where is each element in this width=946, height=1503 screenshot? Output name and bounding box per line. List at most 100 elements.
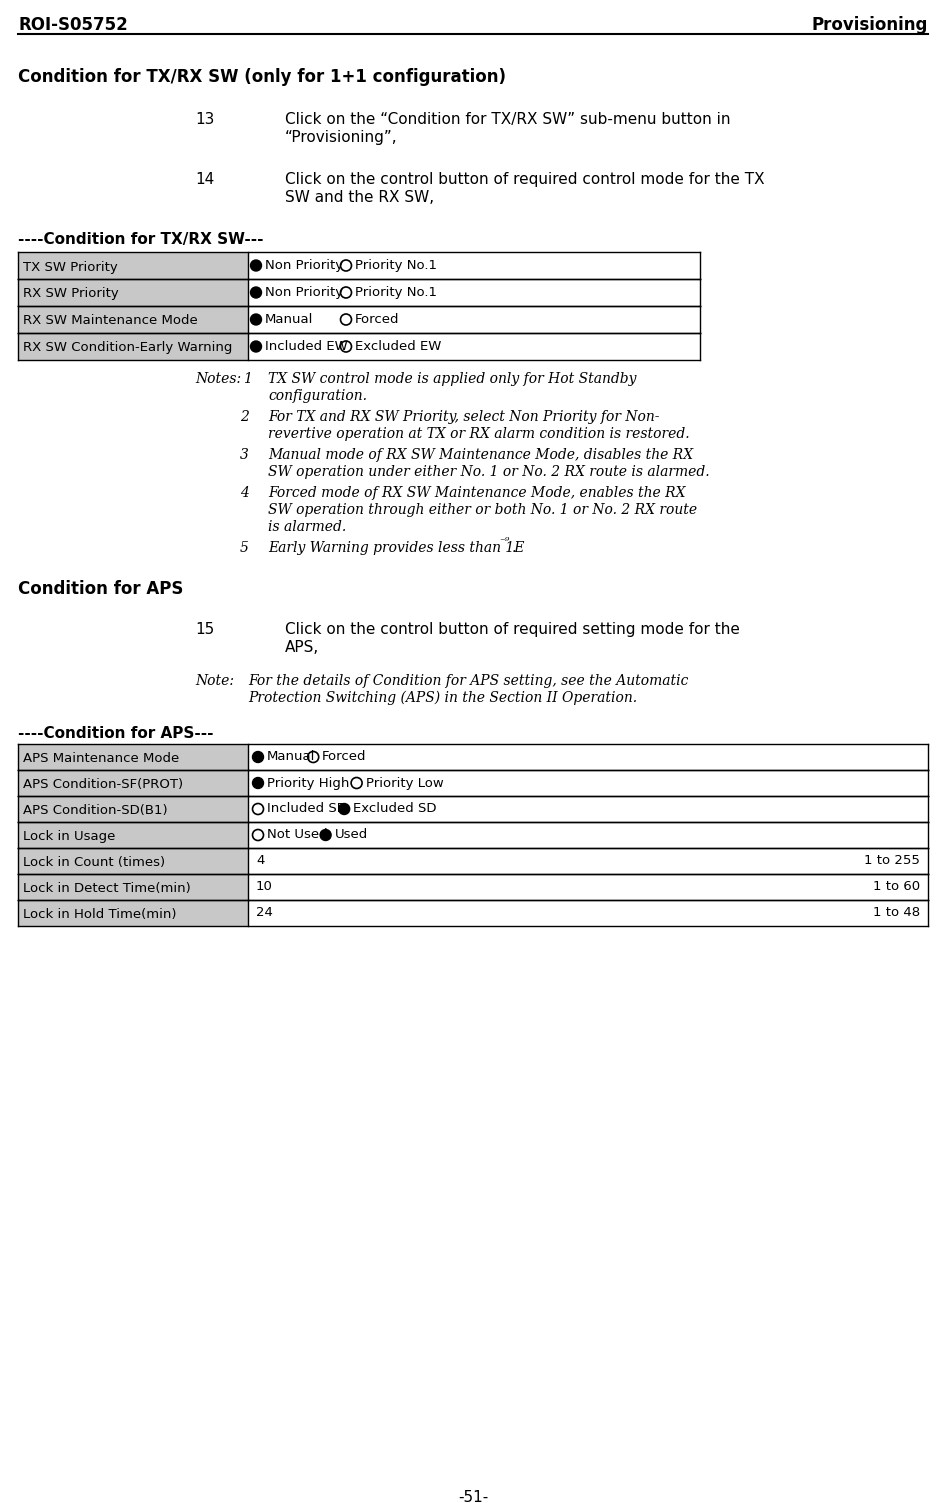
Text: Used: Used [335, 828, 368, 842]
Text: APS Condition-SD(B1): APS Condition-SD(B1) [23, 804, 167, 818]
Text: Non Priority: Non Priority [265, 259, 343, 272]
Bar [18, 307, 248, 334]
Text: Protection Switching (APS) in the Section II Operation.: Protection Switching (APS) in the Sectio… [248, 691, 637, 705]
Bar [248, 848, 928, 875]
Text: Excluded EW: Excluded EW [355, 340, 442, 353]
Text: For TX and RX SW Priority, select Non Priority for Non-: For TX and RX SW Priority, select Non Pr… [268, 410, 659, 424]
Text: Condition for TX/RX SW (only for 1+1 configuration): Condition for TX/RX SW (only for 1+1 con… [18, 68, 506, 86]
Text: Priority No.1: Priority No.1 [355, 286, 437, 299]
Text: 1 to 48: 1 to 48 [873, 906, 920, 920]
Text: 14: 14 [195, 171, 214, 186]
Bar [18, 280, 248, 307]
Text: Forced: Forced [355, 313, 399, 326]
Text: Notes:: Notes: [195, 373, 241, 386]
Text: TX SW Priority: TX SW Priority [23, 260, 117, 274]
Text: “Provisioning”,: “Provisioning”, [285, 129, 397, 144]
Text: APS Maintenance Mode: APS Maintenance Mode [23, 752, 179, 765]
Text: Manual: Manual [265, 313, 313, 326]
Text: ROI-S05752: ROI-S05752 [18, 17, 128, 35]
Text: Included SD: Included SD [267, 803, 347, 816]
Text: Lock in Usage: Lock in Usage [23, 830, 115, 843]
Bar [248, 770, 928, 797]
Text: 15: 15 [195, 622, 214, 637]
Text: Lock in Hold Time(min): Lock in Hold Time(min) [23, 908, 177, 921]
Text: 2: 2 [240, 410, 249, 424]
Bar [248, 900, 928, 926]
Text: Excluded SD: Excluded SD [353, 803, 437, 816]
Text: Forced mode of RX SW Maintenance Mode, enables the RX: Forced mode of RX SW Maintenance Mode, e… [268, 485, 686, 500]
Text: TX SW control mode is applied only for Hot Standby: TX SW control mode is applied only for H… [268, 373, 637, 386]
Bar [18, 900, 248, 926]
Text: 1 to 255: 1 to 255 [864, 855, 920, 867]
Text: 1: 1 [243, 373, 252, 386]
Text: Lock in Count (times): Lock in Count (times) [23, 857, 166, 869]
Text: SW and the RX SW,: SW and the RX SW, [285, 189, 434, 204]
Text: 5: 5 [240, 541, 249, 555]
Text: Provisioning: Provisioning [812, 17, 928, 35]
Circle shape [251, 314, 261, 325]
Text: Condition for APS: Condition for APS [18, 580, 184, 598]
Text: 13: 13 [195, 113, 215, 126]
Text: 3: 3 [240, 448, 249, 461]
Text: ----Condition for TX/RX SW---: ----Condition for TX/RX SW--- [18, 231, 264, 246]
Text: configuration.: configuration. [268, 389, 367, 403]
Text: 24: 24 [256, 906, 272, 920]
Text: 10: 10 [256, 881, 272, 893]
Circle shape [251, 341, 261, 352]
Circle shape [339, 804, 350, 815]
Text: Included EW: Included EW [265, 340, 348, 353]
Bar [248, 822, 928, 848]
Text: -51-: -51- [458, 1489, 488, 1503]
Bar [248, 875, 928, 900]
Text: Priority High: Priority High [267, 777, 349, 789]
Bar [18, 744, 248, 770]
Circle shape [320, 830, 331, 840]
Bar [18, 875, 248, 900]
Bar [248, 797, 928, 822]
Text: ----Condition for APS---: ----Condition for APS--- [18, 726, 214, 741]
Bar [18, 334, 248, 361]
Text: APS,: APS, [285, 640, 319, 655]
Circle shape [251, 260, 261, 271]
Text: Non Priority: Non Priority [265, 286, 343, 299]
Text: 4: 4 [256, 855, 264, 867]
Text: APS Condition-SF(PROT): APS Condition-SF(PROT) [23, 779, 184, 791]
Bar [18, 253, 248, 280]
Text: Early Warning provides less than 1E: Early Warning provides less than 1E [268, 541, 524, 555]
Text: Click on the control button of required control mode for the TX: Click on the control button of required … [285, 171, 764, 186]
Text: Not Used: Not Used [267, 828, 327, 842]
Bar [18, 770, 248, 797]
Text: Note:: Note: [195, 673, 234, 688]
Text: Click on the “Condition for TX/RX SW” sub-menu button in: Click on the “Condition for TX/RX SW” su… [285, 113, 730, 126]
Text: Click on the control button of required setting mode for the: Click on the control button of required … [285, 622, 740, 637]
Text: Manual mode of RX SW Maintenance Mode, disables the RX: Manual mode of RX SW Maintenance Mode, d… [268, 448, 693, 461]
Text: SW operation under either No. 1 or No. 2 RX route is alarmed.: SW operation under either No. 1 or No. 2… [268, 464, 710, 479]
Bar [248, 744, 928, 770]
Bar [248, 307, 700, 334]
Text: SW operation through either or both No. 1 or No. 2 RX route: SW operation through either or both No. … [268, 504, 697, 517]
Text: revertive operation at TX or RX alarm condition is restored.: revertive operation at TX or RX alarm co… [268, 427, 690, 440]
Text: Lock in Detect Time(min): Lock in Detect Time(min) [23, 882, 191, 894]
Bar [18, 822, 248, 848]
Text: ⁻⁹: ⁻⁹ [499, 537, 509, 547]
Bar [248, 253, 700, 280]
Circle shape [251, 287, 261, 298]
Text: 4: 4 [240, 485, 249, 500]
Text: is alarmed.: is alarmed. [268, 520, 346, 534]
Text: RX SW Priority: RX SW Priority [23, 287, 119, 301]
Text: .: . [512, 541, 517, 555]
Text: RX SW Maintenance Mode: RX SW Maintenance Mode [23, 314, 198, 328]
Text: Forced: Forced [323, 750, 367, 764]
Circle shape [253, 777, 264, 789]
Bar [18, 797, 248, 822]
Bar [248, 334, 700, 361]
Text: RX SW Condition-Early Warning: RX SW Condition-Early Warning [23, 341, 233, 355]
Text: Priority Low: Priority Low [365, 777, 444, 789]
Text: Priority No.1: Priority No.1 [355, 259, 437, 272]
Bar [18, 848, 248, 875]
Text: For the details of Condition for APS setting, see the Automatic: For the details of Condition for APS set… [248, 673, 689, 688]
Circle shape [253, 752, 264, 762]
Text: Manual: Manual [267, 750, 315, 764]
Text: 1 to 60: 1 to 60 [873, 881, 920, 893]
Bar [248, 280, 700, 307]
